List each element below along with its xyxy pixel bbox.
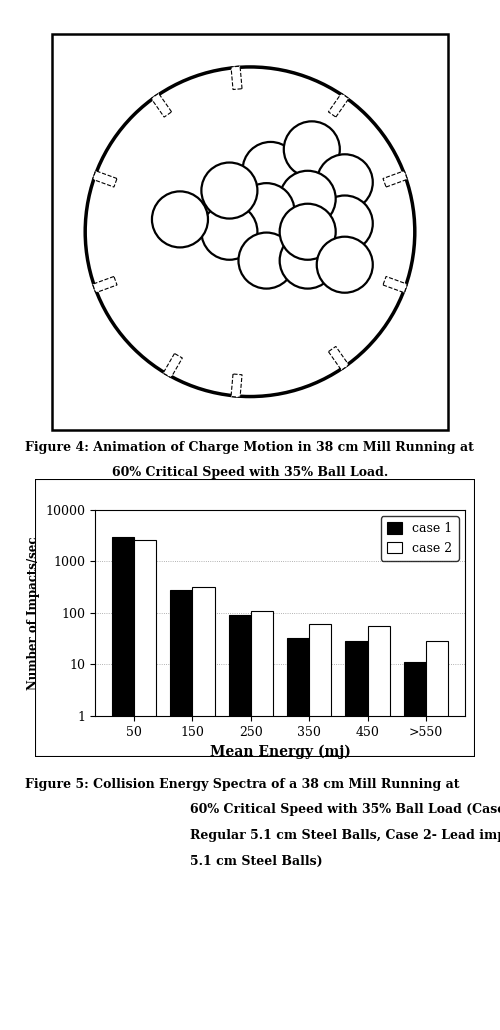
Bar — [134, 540, 156, 1030]
Legend: case 1, case 2: case 1, case 2 — [381, 516, 458, 561]
FancyBboxPatch shape — [52, 34, 448, 430]
Bar — [170, 590, 192, 1030]
Circle shape — [280, 171, 336, 227]
Bar — [368, 626, 390, 1030]
Circle shape — [242, 142, 298, 198]
Circle shape — [238, 183, 294, 239]
FancyBboxPatch shape — [151, 94, 172, 117]
Circle shape — [152, 192, 208, 247]
Text: 60% Critical Speed with 35% Ball Load.: 60% Critical Speed with 35% Ball Load. — [112, 466, 388, 479]
Bar — [228, 615, 251, 1030]
Bar — [192, 587, 214, 1030]
FancyBboxPatch shape — [231, 66, 242, 90]
Bar — [112, 537, 134, 1030]
FancyBboxPatch shape — [231, 374, 242, 398]
Bar — [426, 642, 448, 1030]
FancyBboxPatch shape — [92, 276, 117, 293]
Circle shape — [280, 233, 336, 288]
Circle shape — [85, 67, 415, 397]
Text: Regular 5.1 cm Steel Balls, Case 2- Lead impregnated: Regular 5.1 cm Steel Balls, Case 2- Lead… — [190, 829, 500, 843]
Circle shape — [316, 196, 373, 251]
Circle shape — [316, 237, 373, 293]
Bar — [309, 624, 332, 1030]
FancyBboxPatch shape — [92, 171, 117, 187]
FancyBboxPatch shape — [383, 276, 407, 293]
Text: 60% Critical Speed with 35% Ball Load (Case 1 -: 60% Critical Speed with 35% Ball Load (C… — [190, 803, 500, 817]
Bar — [346, 642, 368, 1030]
FancyBboxPatch shape — [328, 94, 349, 117]
Circle shape — [316, 154, 373, 210]
Circle shape — [284, 122, 340, 177]
Circle shape — [202, 163, 258, 218]
Text: Figure 5: Collision Energy Spectra of a 38 cm Mill Running at: Figure 5: Collision Energy Spectra of a … — [25, 778, 460, 791]
Bar — [251, 611, 273, 1030]
Circle shape — [280, 204, 336, 260]
Bar — [404, 662, 426, 1030]
Bar — [287, 639, 309, 1030]
FancyBboxPatch shape — [35, 479, 475, 757]
FancyBboxPatch shape — [328, 346, 349, 370]
FancyBboxPatch shape — [163, 353, 182, 378]
Text: Figure 4: Animation of Charge Motion in 38 cm Mill Running at: Figure 4: Animation of Charge Motion in … — [25, 441, 474, 454]
FancyBboxPatch shape — [383, 171, 407, 187]
Y-axis label: Number of Impacts/sec: Number of Impacts/sec — [26, 536, 40, 690]
Circle shape — [238, 233, 294, 288]
Text: 5.1 cm Steel Balls): 5.1 cm Steel Balls) — [190, 855, 322, 868]
Circle shape — [202, 204, 258, 260]
X-axis label: Mean Energy (mj): Mean Energy (mj) — [210, 744, 350, 758]
